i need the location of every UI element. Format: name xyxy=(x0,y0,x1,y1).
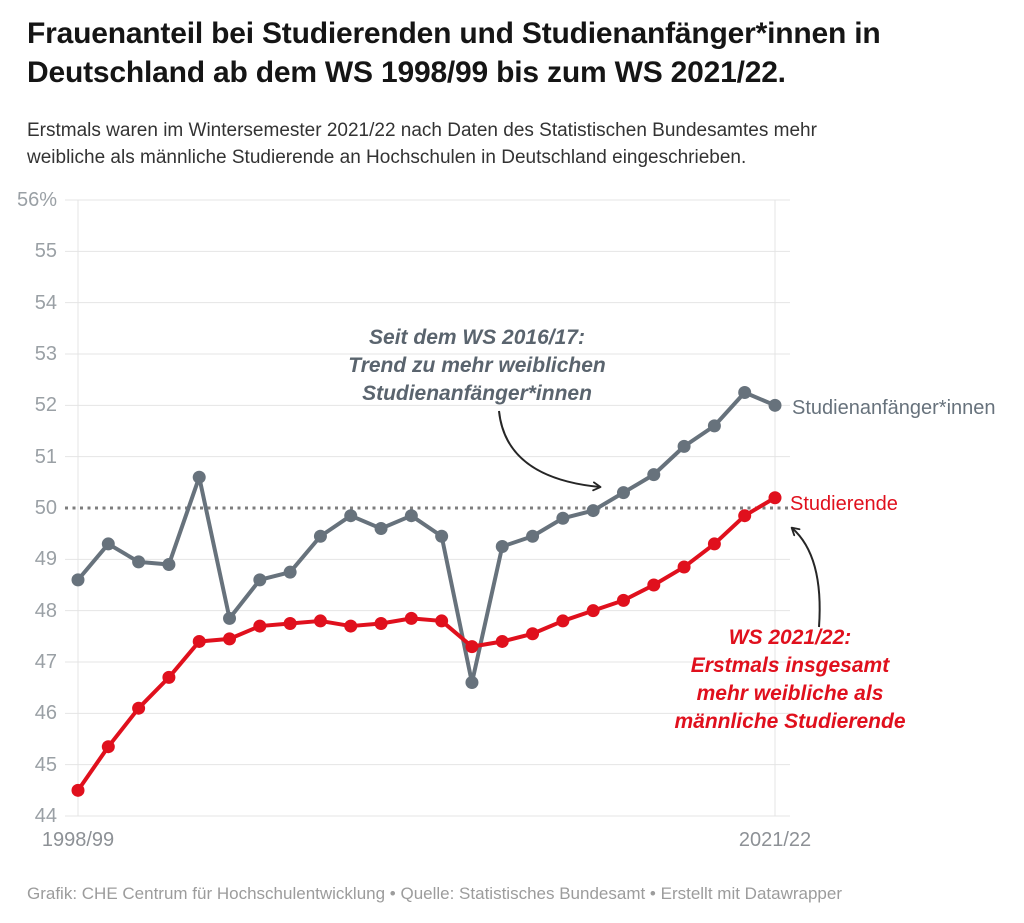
data-point xyxy=(768,491,782,505)
data-point xyxy=(707,419,721,433)
data-point xyxy=(101,740,115,754)
y-tick-label: 50 xyxy=(34,497,57,519)
page-title: Frauenanteil bei Studierenden und Studie… xyxy=(27,14,1002,92)
data-point xyxy=(223,632,237,646)
arrow-to-studierende-point xyxy=(790,526,821,628)
x-tick-label: 2021/22 xyxy=(738,829,812,851)
data-point xyxy=(404,611,418,625)
y-tick-label: 49 xyxy=(34,548,57,571)
data-point xyxy=(162,557,176,571)
annotation-line: mehr weibliche als xyxy=(696,682,884,705)
data-point xyxy=(495,539,509,553)
y-tick-label: 56% xyxy=(16,189,57,211)
data-point xyxy=(647,468,661,482)
data-point xyxy=(101,537,115,551)
data-point xyxy=(283,616,297,630)
data-point xyxy=(495,634,509,648)
annotation-line: männliche Studierende xyxy=(674,710,906,733)
y-tick-label: 52 xyxy=(34,394,57,417)
data-point xyxy=(647,578,661,592)
annotation-line: Erstmals insgesamt xyxy=(690,654,890,677)
chart-description-line-2: weibliche als männliche Studierende an H… xyxy=(27,147,747,168)
data-point xyxy=(313,529,327,543)
page-title-line-2: Deutschland ab dem WS 1998/99 bis zum WS… xyxy=(27,56,786,89)
data-point xyxy=(586,504,600,518)
data-point xyxy=(132,555,146,569)
y-tick-label: 45 xyxy=(34,753,57,776)
series-line-studierende xyxy=(76,495,777,793)
y-tick-label: 48 xyxy=(34,599,57,622)
data-point xyxy=(71,783,85,797)
y-tick-label: 44 xyxy=(34,804,57,827)
data-point xyxy=(344,619,358,633)
data-point xyxy=(404,509,418,523)
data-point xyxy=(556,614,570,628)
data-point xyxy=(374,616,388,630)
data-point xyxy=(435,614,449,628)
y-tick-label: 46 xyxy=(34,702,57,725)
data-point xyxy=(677,439,691,453)
data-point xyxy=(465,640,479,654)
data-point xyxy=(677,560,691,574)
chart-description-line-1: Erstmals waren im Wintersemester 2021/22… xyxy=(27,120,817,141)
data-point xyxy=(586,604,600,618)
data-point xyxy=(253,619,267,633)
data-point xyxy=(465,676,479,690)
attribution-footer: Grafik: CHE Centrum für Hochschulentwick… xyxy=(27,884,842,903)
data-point xyxy=(526,627,540,641)
y-tick-label: 54 xyxy=(34,291,57,314)
data-point xyxy=(616,593,630,607)
series-label-studierende: Studierende xyxy=(790,493,898,515)
arrow-to-studienanfaengerinnen-line xyxy=(498,410,602,492)
data-point xyxy=(132,701,146,715)
annotation-line: Studienanfänger*innen xyxy=(362,382,592,405)
data-point xyxy=(738,386,752,400)
data-point xyxy=(344,509,358,523)
data-point xyxy=(283,565,297,579)
y-tick-label: 53 xyxy=(34,343,57,365)
data-point xyxy=(192,470,206,484)
data-point xyxy=(253,573,267,587)
data-point xyxy=(556,511,570,525)
annotation-line: Trend zu mehr weiblichen xyxy=(348,354,606,377)
data-point xyxy=(707,537,721,551)
annotation-line: Seit dem WS 2016/17: xyxy=(369,326,585,349)
data-point xyxy=(162,670,176,684)
annotation-studierende-ws2021: WS 2021/22: Erstmals insgesamt mehr weib… xyxy=(674,624,905,736)
data-point xyxy=(616,486,630,500)
chart-description: Erstmals waren im Wintersemester 2021/22… xyxy=(27,117,1002,171)
data-point xyxy=(313,614,327,628)
annotation-line: WS 2021/22: xyxy=(728,626,852,649)
data-point xyxy=(738,509,752,523)
series-line-studienanfaengerinnen xyxy=(76,390,777,685)
data-point xyxy=(192,634,206,648)
y-tick-label: 47 xyxy=(34,650,57,673)
y-tick-label: 55 xyxy=(34,240,57,263)
page-title-line-1: Frauenanteil bei Studierenden und Studie… xyxy=(27,17,881,50)
data-point xyxy=(374,522,388,536)
data-point xyxy=(435,529,449,543)
x-tick-label: 1998/99 xyxy=(41,829,115,851)
y-tick-label: 51 xyxy=(34,445,57,468)
annotation-studienanfaengerinnen-trend: Seit dem WS 2016/17: Trend zu mehr weibl… xyxy=(348,324,606,408)
data-point xyxy=(526,529,540,543)
data-point xyxy=(223,611,237,625)
series-label-studienanfaengerinnen: Studienanfänger*innen xyxy=(792,397,996,419)
data-point xyxy=(768,398,782,412)
data-point xyxy=(71,573,85,587)
